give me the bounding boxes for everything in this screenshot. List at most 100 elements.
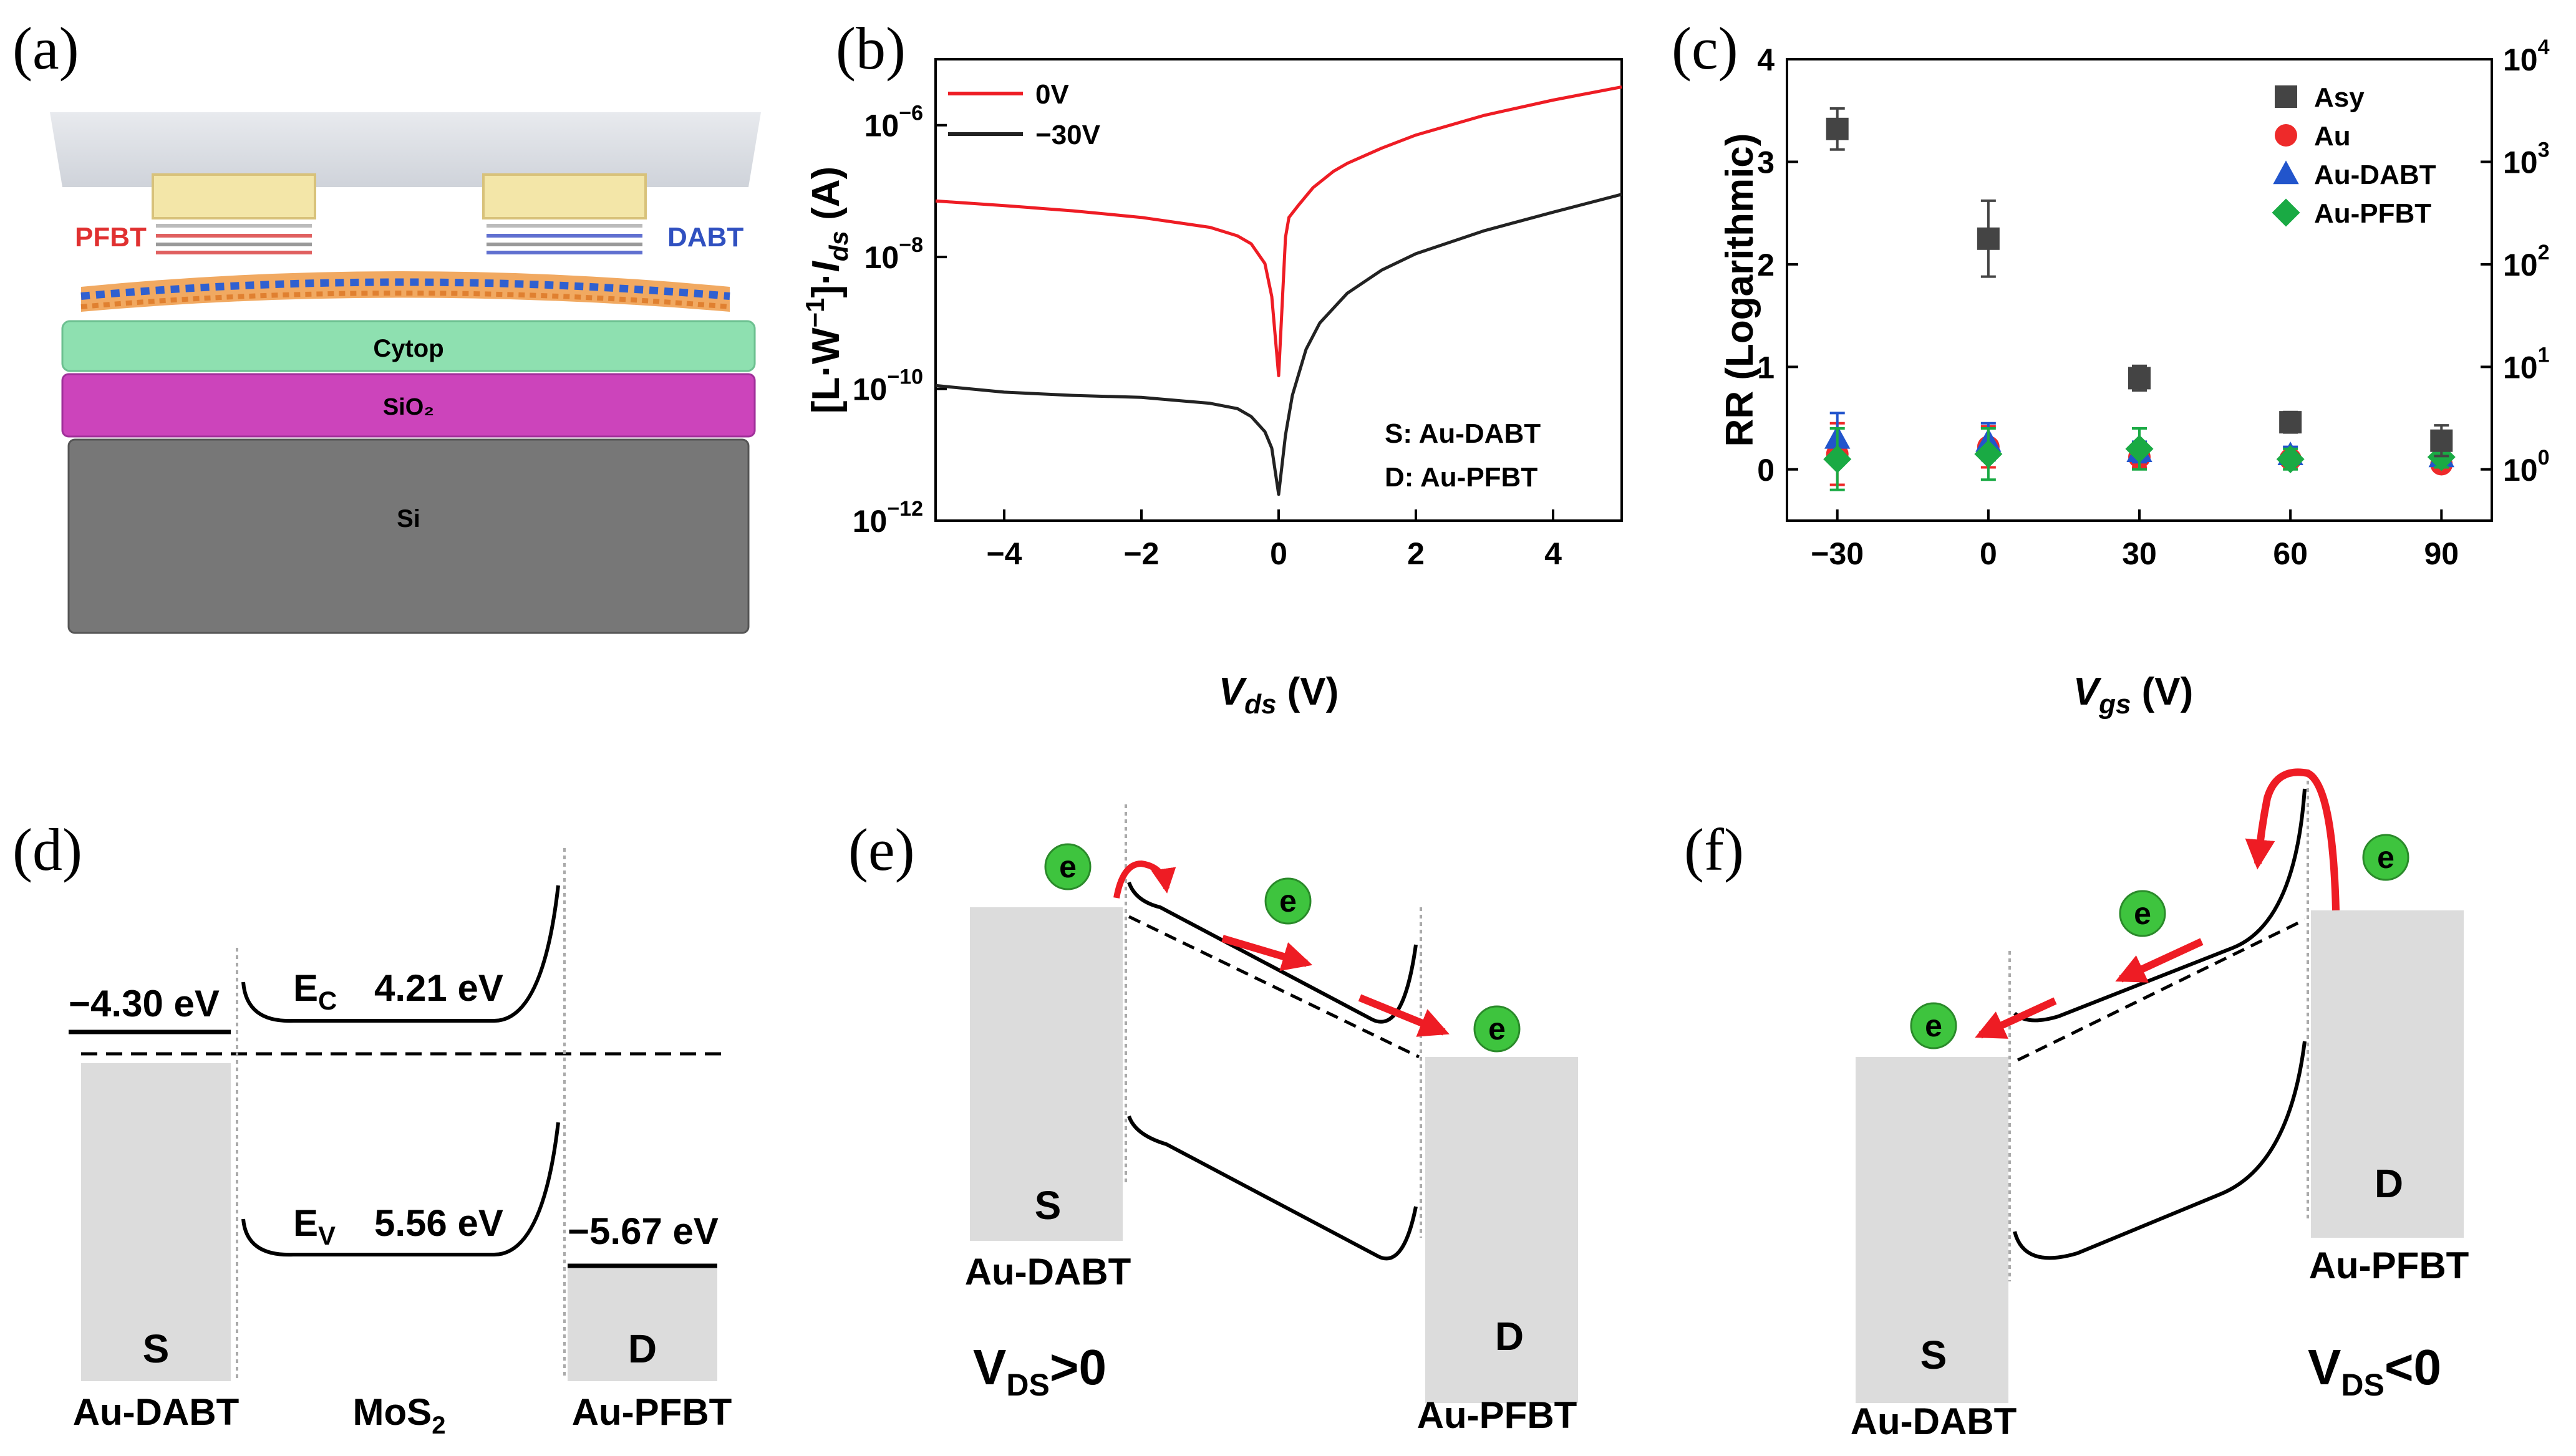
iv-y-tick-label: 10−10 [853, 365, 923, 407]
source-letter-d: S [143, 1326, 170, 1371]
right-gold-electrode [482, 173, 647, 219]
right-electrode-name-e: Au-PFBT [1417, 1394, 1577, 1436]
mos2-lattice [80, 271, 730, 312]
si-layer [67, 438, 750, 634]
dabt-label: DABT [667, 222, 743, 253]
iv-x-tick-label: 4 [1544, 536, 1562, 571]
conduction-band-curve [241, 885, 560, 1023]
channel-name-d: MoS2 [353, 1391, 446, 1439]
bias-condition-f: VDS<0 [2308, 1339, 2441, 1402]
source-electrode-e [970, 907, 1123, 1241]
panel-label-f: (f) [1684, 816, 1744, 883]
iv-y-tick-label: 10−6 [864, 102, 923, 143]
electron-e-2-label: e [1279, 884, 1297, 918]
electron-e-3: e [1473, 1005, 1521, 1053]
rr-y-tick-label: 4 [1757, 42, 1775, 77]
rr-y-tick-label: 3 [1757, 145, 1775, 180]
iv-legend: 0V −30V [948, 79, 1101, 150]
rr-x-axis-label: Vgs (V) [2073, 670, 2194, 720]
band-diagram-positive-bias: e e e S D Au-DABT Au-PFBT VDS>0 [965, 804, 1578, 1436]
panel-label-e: (e) [848, 816, 915, 883]
band-diagram-equilibrium: −4.30 eV EC 4.21 eV EV 5.56 eV −5.67 eV … [69, 848, 732, 1439]
left-workfunction-text: −4.30 eV [69, 983, 220, 1025]
rr-legend-marker-au [2275, 124, 2297, 147]
rr-x-tick-label: 60 [2273, 536, 2308, 571]
rr-legend-label-asy: Asy [2314, 82, 2365, 113]
rr-legend-label-au: Au [2314, 121, 2351, 152]
electron-f-3: e [1910, 1002, 1957, 1049]
drain-electrode-e [1425, 1057, 1578, 1403]
panel-label-a: (a) [12, 15, 79, 82]
iv-x-tick-label: −2 [1123, 536, 1159, 571]
rr-x-tick-label: 30 [2122, 536, 2157, 571]
drift-arrow-1-f [2115, 938, 2204, 983]
cytop-label: Cytop [373, 335, 443, 362]
right-workfunction-text: −5.67 eV [568, 1210, 719, 1252]
electron-e-2: e [1264, 877, 1312, 925]
fermi-dashed-e [1128, 915, 1420, 1059]
band-diagram-negative-bias: e e e S D Au-DABT Au-PFBT VDS<0 [1851, 768, 2469, 1442]
iv-x-axis-label: Vds (V) [1219, 670, 1339, 720]
rr-legend-marker-au-dabt [2273, 160, 2299, 185]
left-electrode-name-d: Au-DABT [73, 1391, 240, 1433]
drain-letter-e: D [1495, 1314, 1524, 1359]
rr-right-tick-label: 100 [2503, 446, 2550, 488]
iv-x-tick-label: −4 [986, 536, 1022, 571]
ev-value: 5.56 eV [374, 1202, 503, 1244]
electron-e-1-label: e [1059, 849, 1077, 884]
rr-point-asy [2128, 367, 2151, 390]
hop-arrow-f [2245, 768, 2340, 911]
left-gold-electrode [152, 173, 316, 219]
panel-label-d: (d) [12, 816, 82, 883]
rr-y-tick-label: 2 [1757, 248, 1775, 282]
right-electrode-name-f: Au-PFBT [2309, 1245, 2469, 1286]
legend-label-0v: 0V [1035, 79, 1069, 110]
source-electrode-f [1856, 1057, 2008, 1403]
ev-label: EV [293, 1202, 336, 1250]
electron-f-3-label: e [1925, 1008, 1942, 1043]
rr-x-tick-label: 90 [2424, 536, 2459, 571]
rr-x-tick-label: 0 [1980, 536, 1997, 571]
rr-y-tick-label: 0 [1757, 453, 1775, 488]
rr-legend-label-au-dabt: Au-DABT [2314, 160, 2436, 190]
bias-condition-e: VDS>0 [973, 1339, 1106, 1402]
valence-band-f [2013, 1041, 2307, 1260]
iv-chart: −4 −2 0 2 4 10−12 10−10 10−8 10−6 0V −30V S: Au-… [800, 58, 1623, 720]
si-label: Si [397, 505, 420, 533]
electron-f-2: e [2119, 890, 2166, 937]
ec-value: 4.21 eV [374, 967, 503, 1009]
rr-y-tick-label: 1 [1757, 350, 1775, 385]
rr-chart: −30 0 30 60 90 0 1 2 3 4 100 101 102 103 104 Asy Au Au-D… [1718, 36, 2550, 720]
ec-label: EC [293, 967, 337, 1015]
rr-legend-marker-asy [2275, 85, 2297, 108]
electron-f-1-label: e [2377, 840, 2394, 875]
drift-arrow-2-f [1975, 997, 2057, 1039]
valence-band-e [1127, 1115, 1418, 1261]
electron-f-2-label: e [2134, 896, 2151, 931]
pfbt-molecules [156, 224, 312, 254]
iv-x-tick-label: 2 [1407, 536, 1425, 571]
drain-electrode-d [568, 1266, 717, 1381]
hop-arrow-e [1113, 860, 1176, 899]
iv-y-axis-label: [L·W−1]·Ids (A) [800, 166, 853, 413]
conduction-band-e [1127, 881, 1418, 1024]
right-electrode-name-d: Au-PFBT [572, 1391, 732, 1433]
rr-point-asy [1826, 117, 1849, 140]
drain-electrode-f [2311, 910, 2464, 1238]
valence-band-curve [241, 1122, 560, 1257]
rr-point-au-pfbt [1823, 445, 1852, 473]
source-electrode-d [81, 1063, 231, 1381]
cytop-layer [61, 320, 756, 372]
rr-y-axis-label: RR (Logarithmic) [1718, 133, 1761, 447]
electron-e-3-label: e [1488, 1011, 1506, 1046]
drift-arrow-1-e [1221, 935, 1313, 971]
rr-point-au-pfbt [1974, 440, 2003, 468]
rr-point-asy [2279, 411, 2302, 434]
panel-label-c: (c) [1672, 15, 1738, 82]
source-annotation: S: Au-DABT [1385, 418, 1541, 449]
electron-e-1: e [1044, 843, 1092, 890]
sio2-layer [61, 373, 756, 438]
iv-x-tick-label: 0 [1270, 536, 1287, 571]
device-schematic: PFBT DABT Cytop SiO₂ Si [50, 112, 761, 634]
